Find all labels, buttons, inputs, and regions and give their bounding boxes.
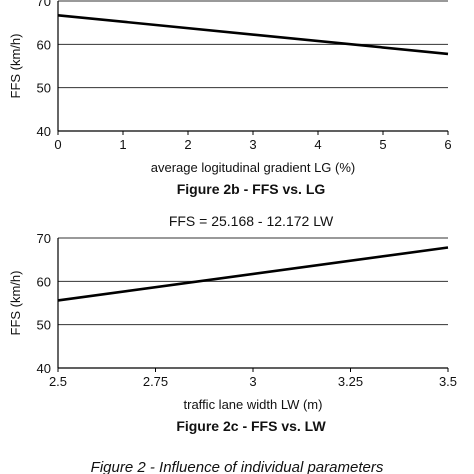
chart-c-x-tick-label: 2.5 [49, 374, 67, 389]
chart-c-y-tick-label: 40 [37, 361, 51, 376]
chart-b-x-tick-label: 5 [379, 137, 386, 152]
chart-c-y-tick-label: 50 [37, 318, 51, 333]
chart-b-y-tick-label: 50 [37, 81, 51, 96]
chart-c-y-tick-label: 60 [37, 274, 51, 289]
chart-b-x-tick-label: 0 [54, 137, 61, 152]
chart-b-x-tick-label: 1 [119, 137, 126, 152]
chart-b-y-tick-label: 40 [37, 124, 51, 139]
chart-c-x-axis-label: traffic lane width LW (m) [184, 397, 323, 412]
chart-b-y-tick-label: 70 [37, 0, 51, 9]
chart-b-series-line [57, 14, 449, 56]
chart-c-y-axis-label: FFS (km/h) [8, 271, 23, 336]
chart-b-y-tick-label: 60 [37, 37, 51, 52]
chart-c-y-tick-label: 70 [37, 231, 51, 246]
chart-b-x-tick-label: 6 [444, 137, 451, 152]
chart-c-caption: Figure 2c - FFS vs. LW [176, 418, 326, 434]
chart-c-x-tick-label: 2.75 [143, 374, 168, 389]
chart-b-x-tick-label: 3 [249, 137, 256, 152]
chart-b-x-tick-label: 4 [314, 137, 321, 152]
chart-b-y-axis-label: FFS (km/h) [8, 34, 23, 99]
chart-c-x-tick-label: 3.25 [338, 374, 363, 389]
figure-caption: Figure 2 - Influence of individual param… [91, 459, 384, 474]
chart-b-x-tick-label: 2 [184, 137, 191, 152]
chart-c-series-line [57, 246, 449, 302]
chart-b-caption: Figure 2b - FFS vs. LG [177, 181, 326, 197]
chart-c-x-tick-label: 3.5 [439, 374, 457, 389]
chart-b-x-axis-label: average logitudinal gradient LG (%) [151, 160, 356, 175]
chart-c-x-tick-label: 3 [249, 374, 256, 389]
chart-c-formula: FFS = 25.168 - 12.172 LW [169, 213, 334, 229]
